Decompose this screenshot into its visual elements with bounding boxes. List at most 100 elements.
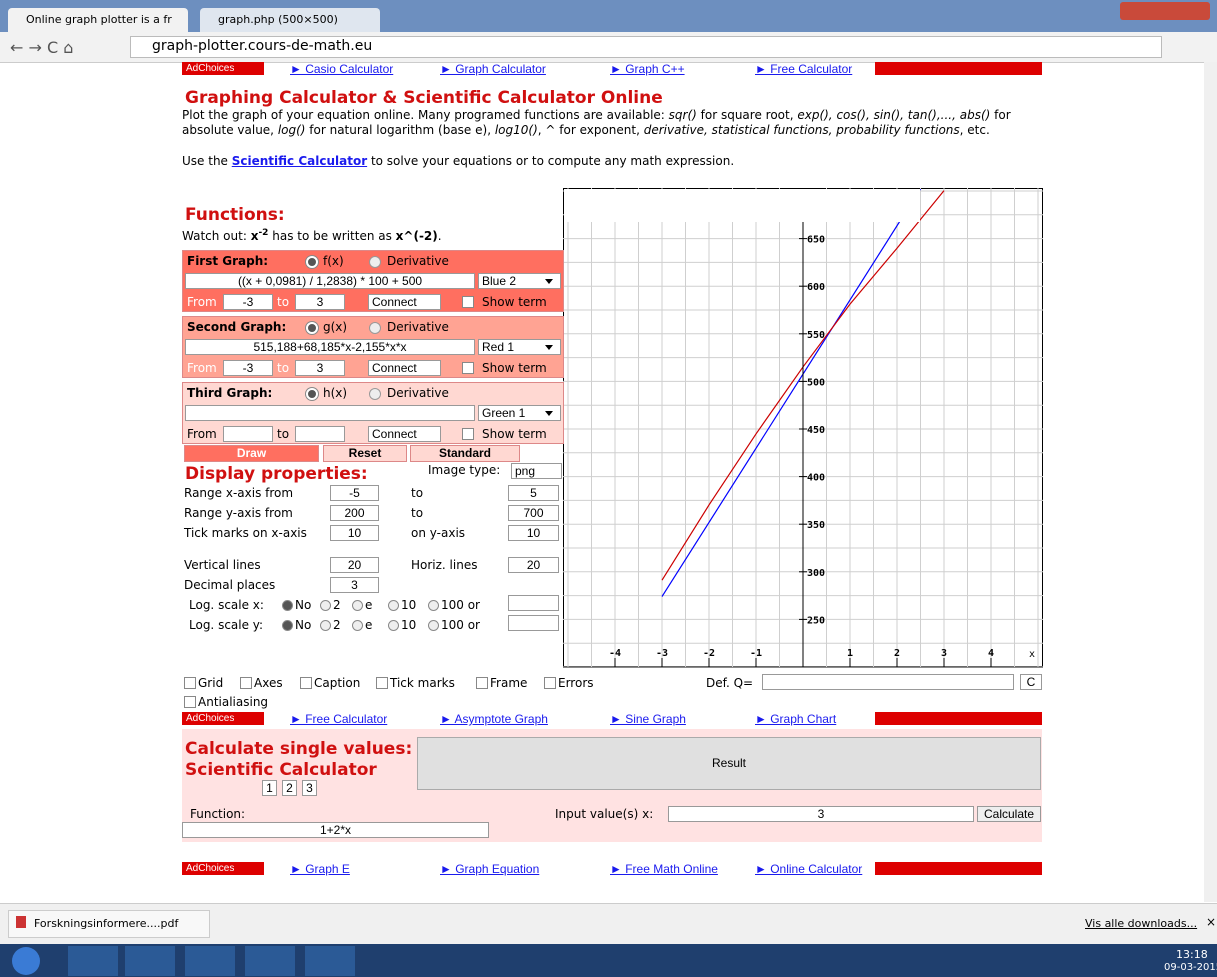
taskbar-app[interactable]	[68, 946, 118, 976]
row-input[interactable]: 20	[330, 557, 379, 573]
expression-input[interactable]	[185, 405, 475, 421]
ad-link[interactable]: ► Online Calculator	[755, 862, 863, 876]
row-input[interactable]: 200	[330, 505, 379, 521]
row-input[interactable]: 20	[508, 557, 559, 573]
radio[interactable]	[369, 256, 381, 268]
row-input[interactable]: 3	[330, 577, 379, 593]
checkbox[interactable]	[376, 677, 388, 689]
log-input[interactable]	[508, 595, 559, 611]
row-input[interactable]: 700	[508, 505, 559, 521]
radio[interactable]	[282, 600, 293, 611]
calc-tab[interactable]: 1	[262, 780, 277, 796]
radio[interactable]	[352, 620, 363, 631]
function-input[interactable]: 1+2*x	[182, 822, 489, 838]
ad-link[interactable]: ► Graph Chart	[755, 712, 837, 726]
all-downloads[interactable]: Vis alle downloads...	[1085, 917, 1198, 930]
color-select[interactable]: Red 1	[478, 339, 561, 355]
checkbox[interactable]	[462, 296, 474, 308]
ad-link[interactable]: ► Graph Calculator	[440, 62, 546, 76]
connect-select[interactable]: Connect	[368, 426, 441, 442]
checkbox[interactable]	[184, 696, 196, 708]
from-input[interactable]: -3	[223, 360, 273, 376]
ad-badge: AdChoices	[182, 712, 264, 725]
checkbox[interactable]	[544, 677, 556, 689]
radio[interactable]	[320, 600, 331, 611]
start-button[interactable]	[12, 947, 40, 975]
radio[interactable]	[388, 600, 399, 611]
download-item[interactable]	[8, 910, 210, 938]
calc-tab[interactable]: 2	[282, 780, 297, 796]
row-input[interactable]: 10	[508, 525, 559, 541]
radio[interactable]	[388, 620, 399, 631]
row-input[interactable]: 5	[508, 485, 559, 501]
color-select[interactable]: Green 1	[478, 405, 561, 421]
connect-select[interactable]: Connect	[368, 294, 441, 310]
defq-input[interactable]	[762, 674, 1014, 690]
to-input[interactable]: 3	[295, 294, 345, 310]
graph-label: First Graph:	[187, 254, 269, 268]
ad-link[interactable]: ► Graph C++	[610, 62, 685, 76]
expression-input[interactable]: 515,188+68,185*x-2,155*x*x	[185, 339, 475, 355]
ad-link[interactable]: ► Asymptote Graph	[440, 712, 548, 726]
radio-label: Derivative	[387, 386, 449, 400]
ad-link[interactable]: ► Graph Equation	[440, 862, 540, 876]
ad-link[interactable]: ► Casio Calculator	[290, 62, 394, 76]
button[interactable]: Draw	[184, 445, 319, 462]
ad-link[interactable]: ► Free Calculator	[290, 712, 388, 726]
text: derivative, statistical functions, proba…	[643, 123, 960, 137]
row-input[interactable]: -5	[330, 485, 379, 501]
radio[interactable]	[320, 620, 331, 631]
address-bar[interactable]	[130, 36, 1162, 58]
calc-tab[interactable]: 3	[302, 780, 317, 796]
connect-select[interactable]: Connect	[368, 360, 441, 376]
radio[interactable]	[306, 256, 318, 268]
radio[interactable]	[428, 620, 439, 631]
from-input[interactable]: -3	[223, 294, 273, 310]
taskbar-app[interactable]	[125, 946, 175, 976]
expression-input[interactable]: ((x + 0,0981) / 1,2838) * 100 + 500	[185, 273, 475, 289]
option-label: Caption	[314, 676, 361, 690]
radio[interactable]	[282, 620, 293, 631]
log-input[interactable]	[508, 615, 559, 631]
tab[interactable]: graph.php (500×500)	[200, 8, 380, 32]
taskbar-app[interactable]	[185, 946, 235, 976]
ad-link[interactable]: ► Graph E	[290, 862, 350, 876]
x-tick-label: -3	[656, 648, 668, 659]
radio[interactable]	[369, 388, 381, 400]
input-field[interactable]: 3	[668, 806, 974, 822]
ad-link[interactable]: ► Sine Graph	[610, 712, 686, 726]
c-button[interactable]: C	[1020, 674, 1042, 690]
radio[interactable]	[428, 600, 439, 611]
show-term: Show term	[482, 361, 547, 375]
radio[interactable]	[306, 322, 318, 334]
checkbox[interactable]	[184, 677, 196, 689]
ad-link[interactable]: ► Free Math Online	[610, 862, 718, 876]
taskbar-app[interactable]	[245, 946, 295, 976]
scrollbar[interactable]	[1204, 62, 1217, 902]
nav-buttons[interactable]: ← → C ⌂	[10, 38, 74, 57]
color-select[interactable]: Blue 2	[478, 273, 561, 289]
close-downloads[interactable]: ×	[1206, 915, 1217, 929]
taskbar-app[interactable]	[305, 946, 355, 976]
from-input[interactable]	[223, 426, 273, 442]
to-input[interactable]	[295, 426, 345, 442]
tab[interactable]: Online graph plotter is a fr	[8, 8, 188, 32]
row-input[interactable]: 10	[330, 525, 379, 541]
window-controls[interactable]	[1120, 2, 1210, 20]
to-input[interactable]: 3	[295, 360, 345, 376]
image-type-select[interactable]: png	[511, 463, 562, 479]
calculate-button[interactable]: Calculate	[977, 806, 1041, 822]
checkbox[interactable]	[462, 428, 474, 440]
radio[interactable]	[352, 600, 363, 611]
checkbox[interactable]	[476, 677, 488, 689]
button[interactable]: Standard	[410, 445, 520, 462]
ad-link[interactable]: ► Free Calculator	[755, 62, 853, 76]
text: , ^ for exponent,	[537, 123, 644, 137]
button[interactable]: Reset	[323, 445, 407, 462]
checkbox[interactable]	[462, 362, 474, 374]
radio[interactable]	[369, 322, 381, 334]
checkbox[interactable]	[240, 677, 252, 689]
radio[interactable]	[306, 388, 318, 400]
checkbox[interactable]	[300, 677, 312, 689]
download-file: Forskningsinformere....pdf	[34, 917, 179, 930]
